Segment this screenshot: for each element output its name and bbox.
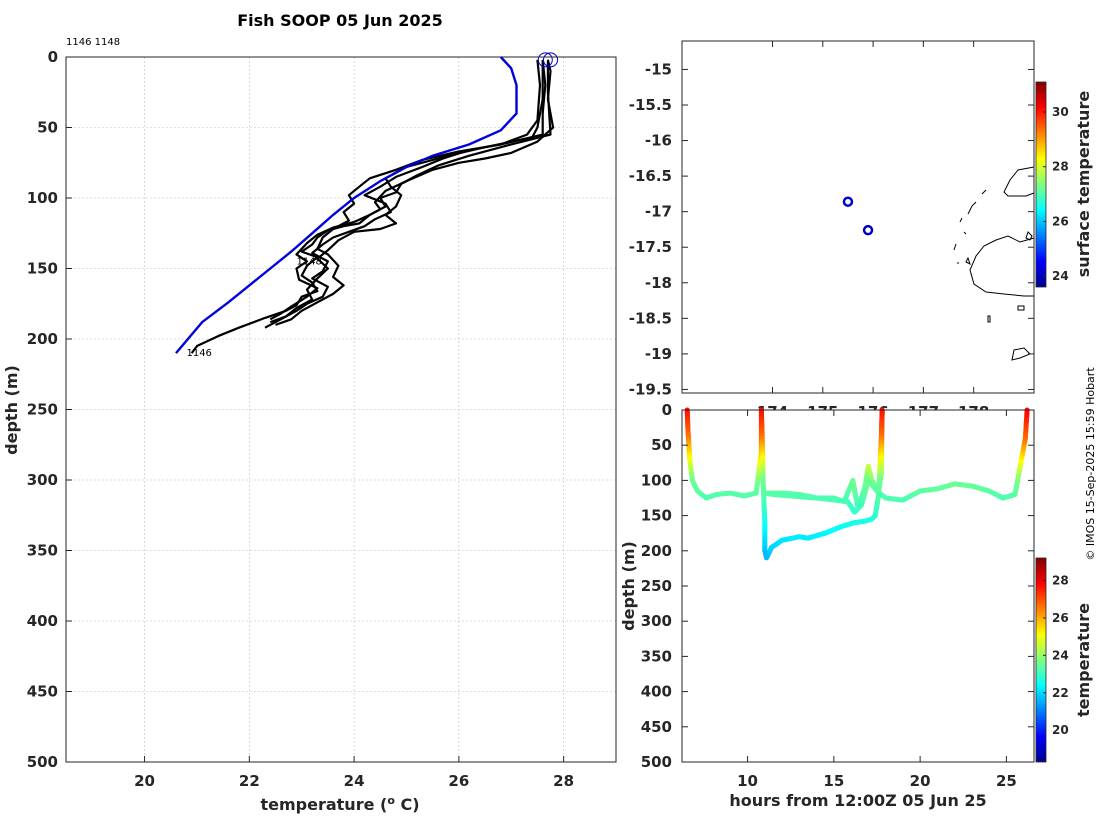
section-y-tick-label: 150 <box>641 507 672 525</box>
chart-title: Fish SOOP 05 Jun 2025 <box>237 11 443 30</box>
map-y-tick-label: -18 <box>645 274 672 292</box>
profile-x-tick-label: 28 <box>553 772 574 790</box>
profile-y-tick-label: 150 <box>27 260 58 278</box>
map-y-tick-label: -16.5 <box>629 167 672 185</box>
surface-colorbar-tick-label: 28 <box>1052 160 1069 174</box>
surface-marker <box>543 52 559 68</box>
climatology-line <box>175 56 518 354</box>
temperature-colorbar <box>1035 557 1047 763</box>
profile-grid <box>66 56 616 763</box>
section-y-tick-label: 450 <box>641 718 672 736</box>
profile-y-tick-label: 250 <box>27 401 58 419</box>
section-y-tick-label: 400 <box>641 683 672 701</box>
temperature-colorbar-tick-label: 22 <box>1052 686 1069 700</box>
map-station-point <box>862 224 874 236</box>
profile-x-ticks: 20 22 24 26 28 <box>134 756 574 790</box>
section-y-ticks: 0 50 100 150 200 250 300 350 400 450 500 <box>641 401 1034 771</box>
surface-colorbar-tick-label: 26 <box>1052 214 1069 228</box>
profile-lines <box>175 52 559 354</box>
profile-y-label: depth (m) <box>2 365 21 455</box>
surface-colorbar-tick-label: 30 <box>1052 105 1069 119</box>
section-y-tick-label: 250 <box>641 577 672 595</box>
section-y-tick-label: 0 <box>662 401 672 419</box>
section-y-tick-label: 300 <box>641 612 672 630</box>
section-x-tick-label: 15 <box>823 772 844 790</box>
profile-id-annotation: 1148 <box>296 256 321 267</box>
map-y-tick-label: -17 <box>645 203 672 221</box>
profile-y-tick-label: 0 <box>48 48 58 66</box>
profile-x-tick-label: 26 <box>448 772 469 790</box>
surface-colorbar-tick-label: 24 <box>1052 269 1069 283</box>
temperature-colorbar-ticks: 20 22 24 26 28 <box>1043 573 1069 737</box>
profile-y-tick-label: 200 <box>27 330 58 348</box>
section-x-tick-label: 20 <box>910 772 931 790</box>
profile-y-tick-label: 300 <box>27 471 58 489</box>
temperature-colorbar-label: temperature <box>1074 603 1093 717</box>
map-y-tick-label: -15.5 <box>629 96 672 114</box>
surface-temperature-colorbar-ticks: 24 26 28 30 <box>1043 105 1069 283</box>
temperature-colorbar-tick-label: 20 <box>1052 723 1069 737</box>
profile-y-tick-label: 500 <box>27 753 58 771</box>
profile-y-tick-label: 400 <box>27 612 58 630</box>
map-y-tick-label: -19.5 <box>629 380 672 398</box>
map-y-ticks: -15 -15.5 -16 -16.5 -17 -17.5 -18 -18.5 -19 -19.5 <box>629 60 1034 398</box>
section-temperature-track <box>684 407 1030 561</box>
temperature-colorbar-tick-label: 26 <box>1052 611 1069 625</box>
map-y-tick-label: -19 <box>645 345 672 363</box>
section-x-tick-label: 25 <box>996 772 1017 790</box>
profile-x-tick-label: 24 <box>344 772 365 790</box>
profile-y-tick-label: 100 <box>27 189 58 207</box>
section-y-label: depth (m) <box>619 541 638 631</box>
map-chart: -15 -15.5 -16 -16.5 -17 -17.5 -18 -18.5 -19 -19.5… <box>629 40 1093 421</box>
map-coastline <box>953 166 1035 361</box>
section-y-tick-label: 500 <box>641 753 672 771</box>
profile-y-tick-label: 50 <box>37 119 58 137</box>
section-y-tick-label: 200 <box>641 542 672 560</box>
copyright-notice: © IMOS 15-Sep-2025 15:59 Hobart <box>1084 367 1097 561</box>
map-station-point <box>842 196 854 207</box>
profile-y-tick-label: 450 <box>27 683 58 701</box>
profile-plot-area <box>66 57 616 762</box>
map-y-tick-label: -17.5 <box>629 238 672 256</box>
profile-trace <box>269 61 552 321</box>
profile-x-tick-label: 22 <box>239 772 260 790</box>
map-track-points <box>842 196 874 236</box>
section-y-tick-label: 100 <box>641 471 672 489</box>
section-x-tick-label: 10 <box>737 772 758 790</box>
profile-y-ticks: 0 50 100 150 200 250 300 350 400 450 500 <box>27 48 72 771</box>
map-y-tick-label: -16 <box>645 132 672 150</box>
profile-id-annotation: 1146 <box>186 348 211 359</box>
map-y-tick-label: -15 <box>645 60 672 78</box>
section-plot-area <box>682 410 1034 762</box>
profile-x-label: temperature (o C) <box>260 794 419 814</box>
surface-temperature-colorbar-label: surface temperature <box>1074 91 1093 278</box>
section-x-ticks: 10 15 20 25 <box>737 410 1017 790</box>
map-frame <box>681 40 1035 394</box>
surface-marker <box>537 52 553 68</box>
profile-y-tick-label: 350 <box>27 542 58 560</box>
profile-annotations: 1148 1146 <box>186 256 321 359</box>
temperature-colorbar-tick-label: 28 <box>1052 573 1069 587</box>
profile-chart: Fish SOOP 05 Jun 2025 1146 1148 1148 1146… <box>2 11 617 814</box>
profile-x-tick-label: 20 <box>134 772 155 790</box>
section-y-tick-label: 350 <box>641 647 672 665</box>
map-plot-area <box>682 41 1034 393</box>
profile-id-labels: 1146 1148 <box>66 37 120 48</box>
map-y-tick-label: -18.5 <box>629 309 672 327</box>
section-x-label: hours from 12:00Z 05 Jun 25 <box>729 791 986 810</box>
temperature-colorbar-tick-label: 24 <box>1052 648 1069 662</box>
surface-temperature-colorbar <box>1035 81 1047 288</box>
section-y-tick-label: 50 <box>651 436 672 454</box>
profile-trace <box>269 61 544 324</box>
